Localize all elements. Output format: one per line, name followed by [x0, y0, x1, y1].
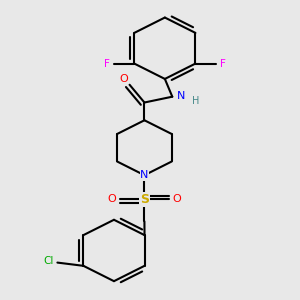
- Text: S: S: [140, 193, 149, 206]
- Text: H: H: [192, 96, 199, 106]
- Text: F: F: [104, 58, 110, 69]
- Text: O: O: [120, 74, 128, 84]
- Text: F: F: [220, 58, 226, 69]
- Text: N: N: [140, 170, 148, 180]
- Text: O: O: [108, 194, 116, 204]
- Text: Cl: Cl: [43, 256, 53, 266]
- Text: O: O: [172, 194, 181, 204]
- Text: N: N: [177, 91, 185, 101]
